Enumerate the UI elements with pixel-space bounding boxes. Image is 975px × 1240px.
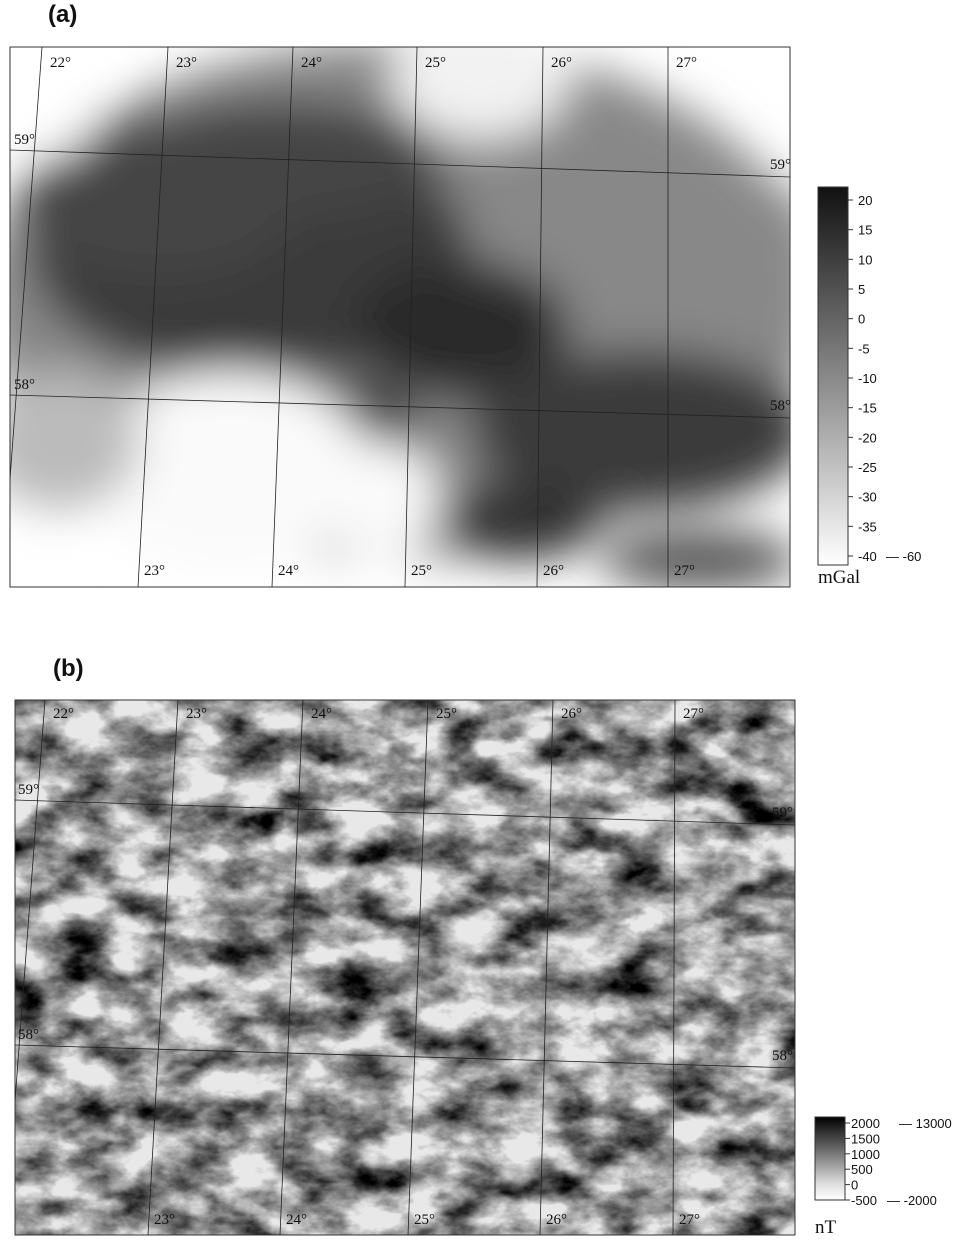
shade: [320, 440, 440, 560]
panel-label: (b): [53, 655, 84, 682]
colorbar-label: 0: [851, 1178, 858, 1193]
lon-label: 23°: [144, 563, 165, 579]
lon-label: 22°: [50, 55, 71, 71]
lat-label: 58°: [770, 398, 791, 414]
lon-label: 25°: [436, 706, 457, 722]
gravity-map: [0, 20, 820, 590]
colorbar: [818, 187, 848, 565]
colorbar-extreme: — -60: [886, 549, 921, 564]
colorbar-label: 1500: [851, 1131, 880, 1146]
lon-label: 25°: [425, 55, 446, 71]
lon-label: 25°: [411, 563, 432, 579]
colorbar-label: -500: [851, 1193, 877, 1208]
lat-label: 59°: [18, 782, 39, 798]
lon-label: 27°: [674, 563, 695, 579]
shade: [600, 530, 800, 590]
lat-label: 59°: [772, 805, 793, 821]
colorbar-label: 2000: [851, 1116, 880, 1131]
colorbar-label: -10: [858, 371, 877, 386]
colorbar-label: 1000: [851, 1147, 880, 1162]
magnetic-map: [15, 700, 795, 1235]
lon-label: 27°: [676, 55, 697, 71]
lon-label: 23°: [176, 55, 197, 71]
colorbar-label: 15: [858, 223, 872, 238]
colorbar-label: -30: [858, 490, 877, 505]
shade: [120, 100, 440, 220]
lon-label: 24°: [278, 563, 299, 579]
shade: [580, 160, 820, 340]
lat-label: 59°: [14, 132, 35, 148]
lon-label: 25°: [414, 1212, 435, 1228]
lat-label: 58°: [18, 1027, 39, 1043]
lon-label: 26°: [561, 706, 582, 722]
lat-label: 58°: [14, 377, 35, 393]
colorbar-extreme: — -2000: [887, 1193, 937, 1208]
colorbar-label: 500: [851, 1162, 873, 1177]
colorbar-label: -15: [858, 401, 877, 416]
colorbar-unit: mGal: [818, 567, 860, 588]
colorbar-unit: nT: [815, 1217, 837, 1238]
lon-label: 22°: [53, 706, 74, 722]
lon-label: 27°: [683, 706, 704, 722]
colorbar-label: 5: [858, 282, 865, 297]
colorbar-label: 20: [858, 193, 872, 208]
colorbar-label: -25: [858, 460, 877, 475]
lon-label: 24°: [301, 55, 322, 71]
lon-label: 24°: [311, 706, 332, 722]
colorbar-extreme: — 13000: [899, 1116, 952, 1131]
colorbar-label: 10: [858, 252, 872, 267]
colorbar-label: -5: [858, 341, 870, 356]
lon-label: 27°: [679, 1212, 700, 1228]
figure: (a) 22° 23° 24° 25° 26° 27° 23° 24° 25° 26° 27° 59° 5…: [0, 0, 975, 1240]
colorbar: [815, 1117, 845, 1200]
colorbar-label: -40: [858, 549, 877, 564]
panel-label: (a): [48, 1, 77, 28]
colorbar-label: -35: [858, 519, 877, 534]
lon-label: 23°: [154, 1212, 175, 1228]
colorbar-label: -20: [858, 430, 877, 445]
shade: [440, 480, 600, 560]
lon-label: 23°: [186, 706, 207, 722]
lon-label: 26°: [543, 563, 564, 579]
lon-label: 26°: [546, 1212, 567, 1228]
lat-label: 59°: [770, 157, 791, 173]
lat-label: 58°: [772, 1048, 793, 1064]
lon-label: 24°: [286, 1212, 307, 1228]
colorbar-label: 0: [858, 312, 865, 327]
lon-label: 26°: [551, 55, 572, 71]
